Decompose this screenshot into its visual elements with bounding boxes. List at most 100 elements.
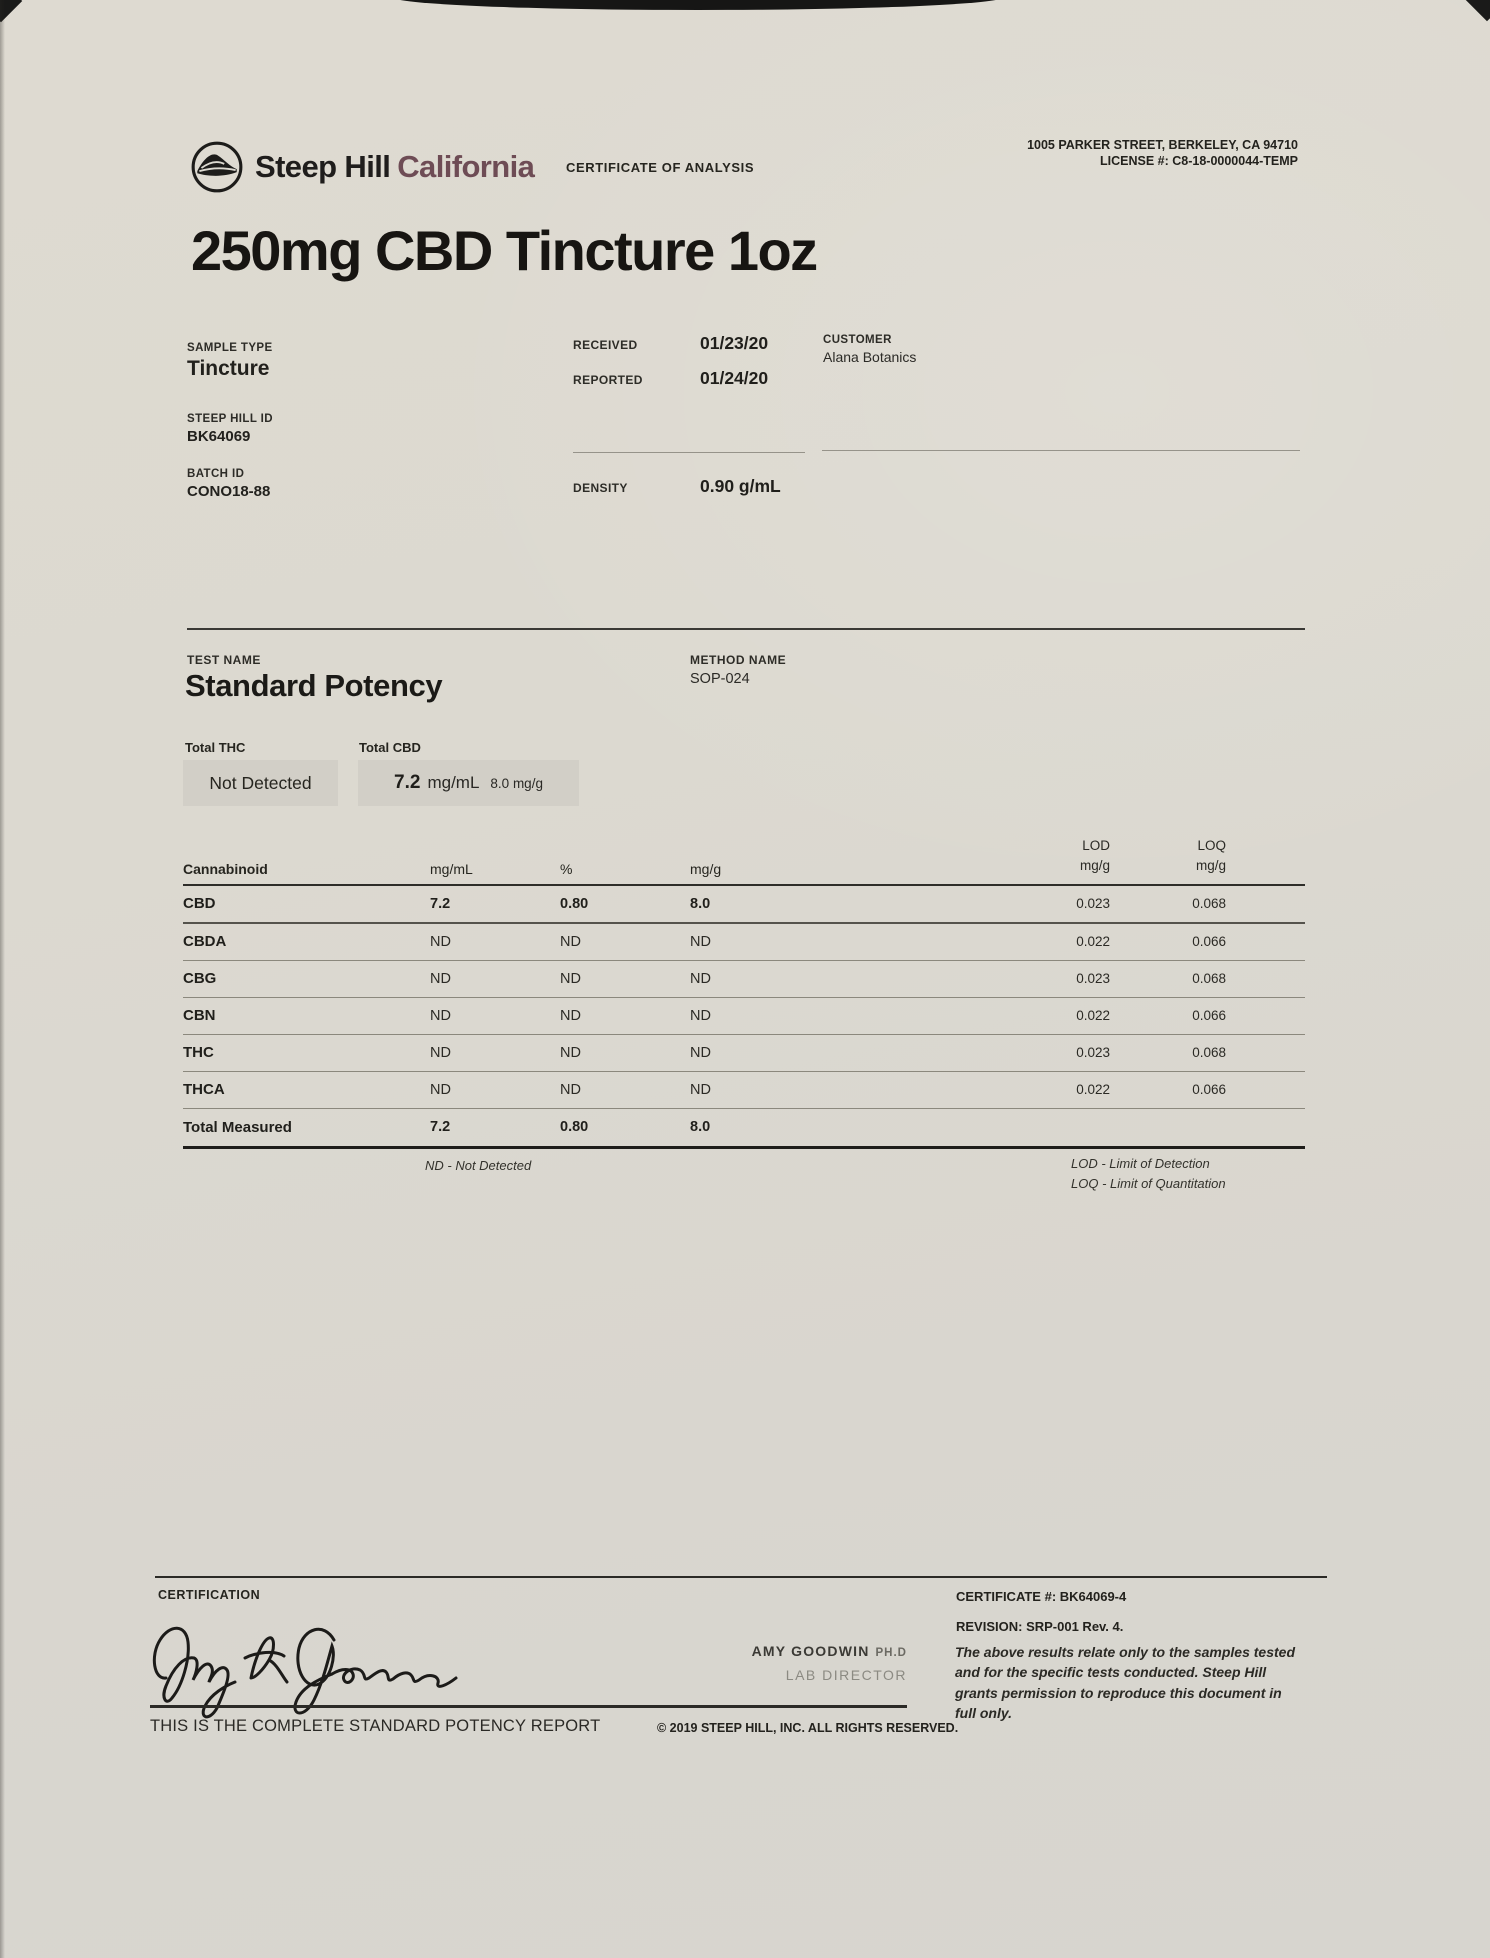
total-thc-label: Total THC bbox=[185, 740, 246, 755]
density-value: 0.90 g/mL bbox=[700, 476, 781, 496]
row-pct: 0.80 bbox=[560, 895, 589, 912]
row-mg-g: ND bbox=[690, 1007, 711, 1024]
table-row-total: Total Measured 7.2 0.80 8.0 bbox=[183, 1109, 1305, 1146]
certification-top-rule bbox=[155, 1576, 1327, 1578]
field-rule bbox=[822, 450, 1300, 451]
table-row: CBDA ND ND ND 0.022 0.066 bbox=[183, 924, 1305, 961]
customer-value: Alana Botanics bbox=[823, 349, 917, 365]
batch-id-label: BATCH ID bbox=[187, 468, 245, 480]
total-thc-value: Not Detected bbox=[209, 772, 312, 793]
row-lod: 0.023 bbox=[1076, 896, 1110, 911]
row-loq: 0.068 bbox=[1192, 896, 1226, 911]
sample-type-value: Tincture bbox=[187, 357, 270, 380]
row-loq: 0.068 bbox=[1192, 971, 1226, 986]
page-title: 250mg CBD Tincture 1oz bbox=[191, 219, 818, 282]
col-header-mg-g: mg/g bbox=[690, 860, 722, 877]
footnote-loq: LOQ - Limit of Quantitation bbox=[1071, 1176, 1226, 1191]
row-cannabinoid: CBG bbox=[183, 970, 217, 987]
certification-label: CERTIFICATION bbox=[158, 1588, 261, 1602]
signer-name-line: AMY GOODWIN PH.D bbox=[607, 1643, 907, 1661]
steep-hill-logo-icon bbox=[189, 139, 245, 195]
received-row: RECEIVED 01/23/20 bbox=[573, 333, 768, 354]
density-label: DENSITY bbox=[573, 481, 628, 495]
row-mg-g: ND bbox=[690, 1081, 711, 1098]
steep-hill-id-label: STEEP HILL ID bbox=[187, 413, 273, 425]
col-header-lod-top: LOD bbox=[1082, 838, 1110, 853]
density-row: DENSITY 0.90 g/mL bbox=[573, 476, 781, 497]
lab-address: 1005 PARKER STREET, BERKELEY, CA 94710 L… bbox=[978, 137, 1298, 170]
table-row: THC ND ND ND 0.023 0.068 bbox=[183, 1035, 1305, 1072]
brand-lockup: Steep Hill California bbox=[189, 139, 535, 195]
lab-address-line1: 1005 PARKER STREET, BERKELEY, CA 94710 bbox=[1027, 138, 1298, 152]
row-pct: ND bbox=[560, 970, 581, 987]
batch-id-value: CONO18-88 bbox=[187, 483, 271, 500]
row-loq: 0.066 bbox=[1192, 1008, 1226, 1023]
table-row: THCA ND ND ND 0.022 0.066 bbox=[183, 1072, 1305, 1109]
row-pct: ND bbox=[560, 1081, 581, 1098]
steep-hill-id-value: BK64069 bbox=[187, 428, 251, 445]
photo-corner-shadow bbox=[1465, 0, 1490, 22]
reported-value: 01/24/20 bbox=[700, 368, 769, 388]
method-name-value: SOP-024 bbox=[690, 671, 750, 687]
section-divider bbox=[187, 628, 1305, 630]
cannabinoid-results-table: Cannabinoid mg/mL % mg/g LOD mg/g LOQ mg… bbox=[183, 836, 1305, 1149]
photo-left-edge-shadow bbox=[0, 0, 5, 1958]
signer-block: AMY GOODWIN PH.D LAB DIRECTOR bbox=[607, 1643, 907, 1683]
lab-license-line: LICENSE #: C8-18-0000044-TEMP bbox=[1100, 154, 1298, 169]
certificate-meta: CERTIFICATE #: BK64069-4 REVISION: SRP-0… bbox=[956, 1582, 1126, 1642]
method-name-label: METHOD NAME bbox=[690, 653, 787, 667]
row-cannabinoid: Total Measured bbox=[183, 1118, 292, 1136]
test-name-value: Standard Potency bbox=[185, 668, 443, 703]
col-header-lod-unit: mg/g bbox=[1079, 858, 1110, 874]
row-mg-ml: ND bbox=[430, 1044, 451, 1061]
row-pct: ND bbox=[560, 1007, 581, 1024]
total-cbd-alt-value: 8.0 mg/g bbox=[490, 775, 543, 791]
col-header-loq-unit: mg/g bbox=[1195, 858, 1226, 874]
revision-number: REVISION: SRP-001 Rev. 4. bbox=[956, 1618, 1124, 1634]
row-mg-ml: 7.2 bbox=[430, 895, 451, 912]
row-loq: 0.068 bbox=[1192, 1045, 1226, 1060]
row-mg-ml: 7.2 bbox=[430, 1119, 451, 1135]
row-mg-g: 8.0 bbox=[690, 1119, 711, 1135]
reported-label: REPORTED bbox=[573, 373, 643, 387]
test-name-label: TEST NAME bbox=[187, 653, 261, 667]
col-header-pct: % bbox=[560, 860, 573, 877]
received-label: RECEIVED bbox=[573, 338, 638, 352]
row-cannabinoid: THC bbox=[183, 1044, 214, 1061]
row-mg-g: ND bbox=[690, 1044, 711, 1061]
brand-name-text: Steep Hill bbox=[255, 149, 391, 184]
certificate-number: CERTIFICATE #: BK64069-4 bbox=[956, 1589, 1127, 1604]
received-value: 01/23/20 bbox=[700, 333, 769, 353]
table-row: CBN ND ND ND 0.022 0.066 bbox=[183, 998, 1305, 1035]
row-pct: ND bbox=[560, 933, 581, 950]
row-mg-g: ND bbox=[690, 933, 711, 950]
total-cbd-result-box: 7.2 mg/mL 8.0 mg/g bbox=[358, 760, 579, 806]
customer-label: CUSTOMER bbox=[823, 334, 892, 346]
footnote-lod: LOD - Limit of Detection bbox=[1071, 1156, 1210, 1171]
row-pct: ND bbox=[560, 1044, 581, 1061]
brand-name: Steep Hill California bbox=[255, 149, 535, 185]
row-mg-ml: ND bbox=[430, 1007, 451, 1024]
table-row: CBG ND ND ND 0.023 0.068 bbox=[183, 961, 1305, 998]
row-mg-ml: ND bbox=[430, 933, 451, 950]
row-pct: 0.80 bbox=[560, 1119, 589, 1135]
table-bottom-rule bbox=[183, 1145, 1305, 1149]
row-mg-ml: ND bbox=[430, 1081, 451, 1098]
total-cbd-label: Total CBD bbox=[359, 740, 421, 755]
row-lod: 0.022 bbox=[1076, 1008, 1110, 1023]
col-header-lod: LOD mg/g bbox=[1040, 836, 1110, 877]
signer-credential: PH.D bbox=[875, 1647, 907, 1659]
table-row: CBD 7.2 0.80 8.0 0.023 0.068 bbox=[183, 886, 1305, 924]
total-cbd-unit: mg/mL bbox=[427, 773, 480, 792]
row-cannabinoid: CBDA bbox=[183, 933, 227, 950]
table-header-row: Cannabinoid mg/mL % mg/g LOD mg/g LOQ mg… bbox=[183, 836, 1305, 886]
col-header-loq: LOQ mg/g bbox=[1110, 836, 1305, 877]
row-cannabinoid: THCA bbox=[183, 1081, 225, 1098]
row-lod: 0.023 bbox=[1076, 1045, 1110, 1060]
signature-rule bbox=[150, 1705, 907, 1708]
brand-region-text: California bbox=[397, 149, 535, 184]
row-mg-g: ND bbox=[690, 970, 711, 987]
col-header-mg-ml: mg/mL bbox=[430, 860, 473, 877]
col-header-cannabinoid: Cannabinoid bbox=[183, 860, 268, 877]
footnote-nd: ND - Not Detected bbox=[425, 1158, 532, 1173]
